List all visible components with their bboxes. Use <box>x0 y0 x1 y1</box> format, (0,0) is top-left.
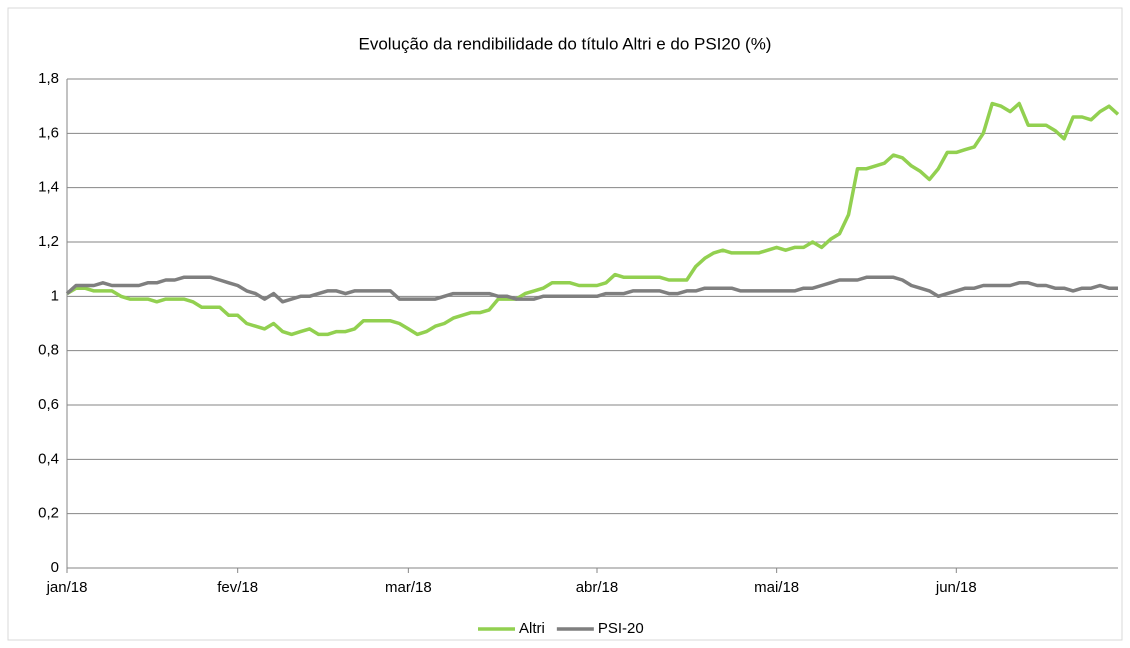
x-tick-label: mai/18 <box>754 579 799 596</box>
y-tick-label: 1,4 <box>38 179 59 196</box>
chart-frame <box>7 7 1123 641</box>
x-tick-label: jan/18 <box>46 579 88 596</box>
chart-title: Evolução da rendibilidade do título Altr… <box>359 34 772 53</box>
y-tick-label: 0 <box>51 559 59 576</box>
series-line <box>65 275 1118 304</box>
y-tick-label: 1,6 <box>38 124 59 141</box>
legend-label: Altri <box>519 620 545 637</box>
x-tick-label: mar/18 <box>385 579 432 596</box>
y-tick-label: 0,2 <box>38 505 59 522</box>
y-tick-label: 1,2 <box>38 233 59 250</box>
series-line <box>66 101 1120 337</box>
y-tick-label: 0,6 <box>38 396 59 413</box>
legend-label: PSI-20 <box>598 620 644 637</box>
y-tick-label: 1 <box>51 287 59 304</box>
y-tick-label: 0,8 <box>38 342 59 359</box>
x-tick-label: jun/18 <box>935 579 977 596</box>
x-tick-label: abr/18 <box>576 579 619 596</box>
y-tick-label: 0,4 <box>38 450 59 467</box>
x-tick-label: fev/18 <box>217 579 258 596</box>
y-tick-label: 1,8 <box>38 70 59 87</box>
